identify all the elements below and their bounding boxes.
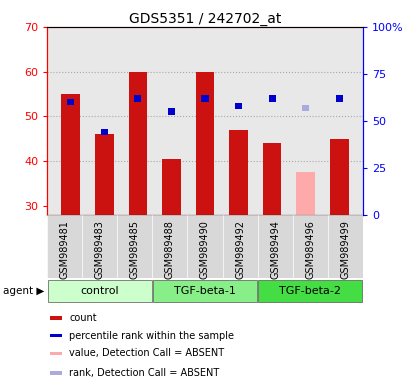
Bar <box>292 215 327 278</box>
Bar <box>168 108 175 115</box>
Bar <box>162 159 180 215</box>
Bar <box>50 334 61 338</box>
Text: GSM989481: GSM989481 <box>60 220 70 279</box>
Bar <box>134 95 141 101</box>
Bar <box>258 280 361 302</box>
Text: TGF-beta-1: TGF-beta-1 <box>174 286 235 296</box>
Bar <box>222 215 257 278</box>
Bar <box>50 351 61 355</box>
Bar <box>234 103 241 109</box>
Text: GSM989494: GSM989494 <box>270 220 279 279</box>
Text: rank, Detection Call = ABSENT: rank, Detection Call = ABSENT <box>69 368 219 378</box>
Bar <box>335 95 342 101</box>
Bar <box>95 134 113 215</box>
Bar <box>67 99 74 105</box>
Bar <box>327 215 362 278</box>
Bar <box>195 72 214 215</box>
Bar <box>301 105 308 111</box>
Bar <box>48 280 151 302</box>
Bar <box>229 130 247 215</box>
Text: percentile rank within the sample: percentile rank within the sample <box>69 331 234 341</box>
Bar <box>50 316 61 320</box>
Bar <box>329 139 348 215</box>
Bar <box>61 94 80 215</box>
Bar <box>82 215 117 278</box>
Text: GSM989492: GSM989492 <box>234 220 245 279</box>
Bar <box>153 280 256 302</box>
Bar <box>101 129 108 136</box>
Bar <box>50 371 61 374</box>
Text: GSM989488: GSM989488 <box>164 220 175 279</box>
Text: GSM989496: GSM989496 <box>304 220 315 279</box>
Bar <box>47 215 82 278</box>
Text: count: count <box>69 313 97 323</box>
Bar <box>117 215 152 278</box>
Bar <box>201 95 208 101</box>
Text: GSM989490: GSM989490 <box>200 220 209 279</box>
Text: GSM989483: GSM989483 <box>94 220 105 279</box>
Text: agent ▶: agent ▶ <box>3 286 45 296</box>
Bar <box>262 143 281 215</box>
Text: control: control <box>80 286 119 296</box>
Text: GSM989499: GSM989499 <box>339 220 349 279</box>
Bar <box>268 95 275 101</box>
Title: GDS5351 / 242702_at: GDS5351 / 242702_at <box>128 12 281 26</box>
Bar <box>187 215 222 278</box>
Text: TGF-beta-2: TGF-beta-2 <box>279 286 340 296</box>
Bar <box>152 215 187 278</box>
Bar <box>296 172 314 215</box>
Bar <box>257 215 292 278</box>
Text: value, Detection Call = ABSENT: value, Detection Call = ABSENT <box>69 348 224 358</box>
Text: GSM989485: GSM989485 <box>130 220 139 279</box>
Bar <box>128 72 147 215</box>
